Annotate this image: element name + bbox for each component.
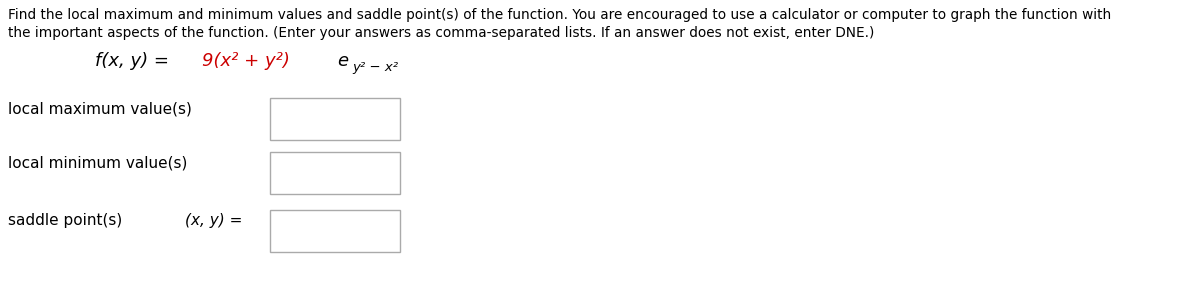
FancyBboxPatch shape xyxy=(270,98,400,140)
Text: saddle point(s): saddle point(s) xyxy=(8,213,122,228)
Text: local maximum value(s): local maximum value(s) xyxy=(8,101,192,116)
Text: (x, y) =: (x, y) = xyxy=(185,213,242,228)
Text: the important aspects of the function. (Enter your answers as comma-separated li: the important aspects of the function. (… xyxy=(8,26,875,40)
Text: 9(x² + y²): 9(x² + y²) xyxy=(202,52,290,70)
FancyBboxPatch shape xyxy=(270,152,400,194)
Text: Find the local maximum and minimum values and saddle point(s) of the function. Y: Find the local maximum and minimum value… xyxy=(8,8,1111,22)
Text: f(x, y) =: f(x, y) = xyxy=(95,52,175,70)
Text: y² − x²: y² − x² xyxy=(352,61,398,74)
Text: local minimum value(s): local minimum value(s) xyxy=(8,155,187,170)
FancyBboxPatch shape xyxy=(270,210,400,252)
Text: e: e xyxy=(337,52,348,70)
